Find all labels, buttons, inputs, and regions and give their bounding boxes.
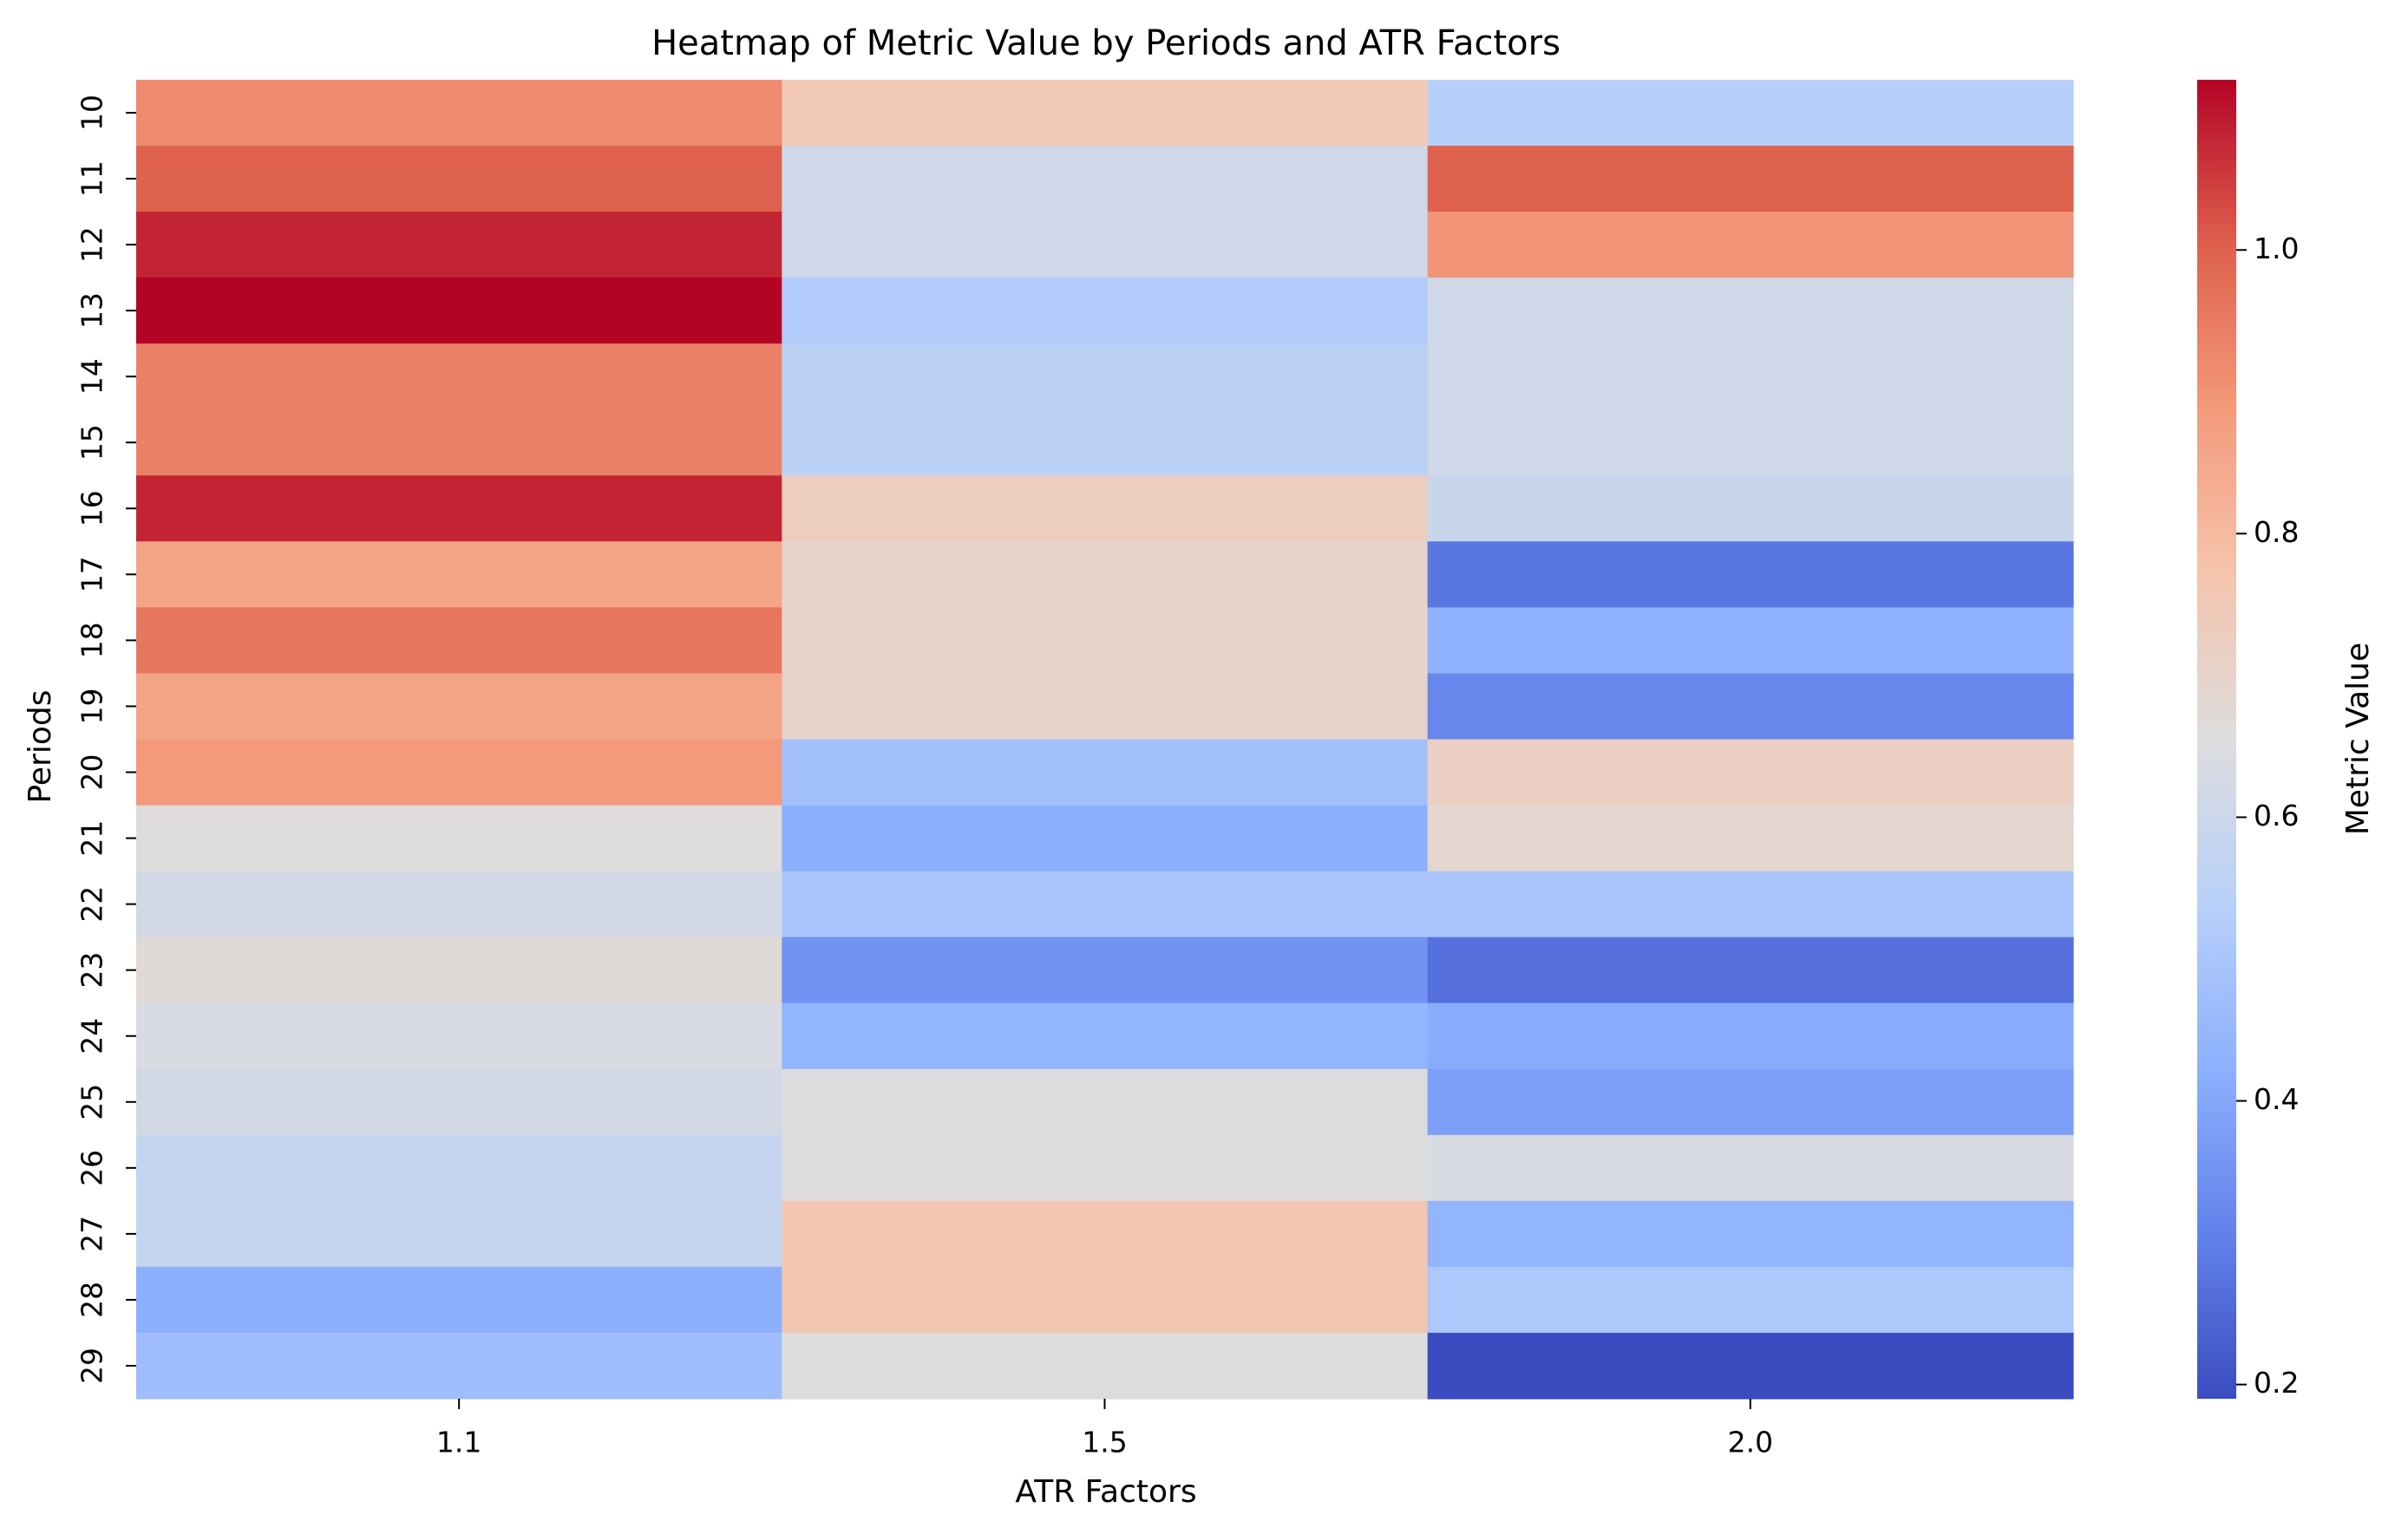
x-axis-ticks: 1.1 1.5 2.0 — [436, 1399, 1773, 1459]
heatmap-cell-p15-atr1.5 — [782, 409, 1429, 476]
heatmap-cell-p27-atr1.5 — [782, 1200, 1429, 1268]
y-tick-label: 24 — [75, 1018, 109, 1054]
colorbar-label: Metric Value — [2340, 643, 2376, 835]
heatmap-cell-p26-atr1.1 — [136, 1134, 782, 1202]
heatmap-cell-p13-atr2.0 — [1427, 277, 2074, 344]
colorbar-tick-label: 0.6 — [2254, 799, 2299, 832]
y-tick-label: 14 — [75, 358, 109, 395]
colorbar-ticks: 0.2 0.4 0.6 0.8 1.0 — [2236, 232, 2299, 1400]
heatmap-cell-p20-atr2.0 — [1427, 739, 2074, 806]
heatmap-cell-p22-atr2.0 — [1427, 871, 2074, 938]
heatmap-cell-p25-atr2.0 — [1427, 1068, 2074, 1136]
heatmap-cell-p26-atr2.0 — [1427, 1134, 2074, 1202]
y-axis-ticks: 10 11 12 13 14 15 16 17 18 19 20 21 22 23 24 25 26 27 28 29 — [75, 95, 136, 1384]
y-tick-label: 12 — [75, 226, 109, 263]
heatmap-cell-p21-atr1.1 — [136, 805, 782, 872]
y-tick-label: 19 — [75, 688, 109, 724]
y-axis-label: Periods — [23, 689, 58, 803]
x-axis-label: ATR Factors — [1015, 1474, 1196, 1510]
heatmap-cell-p12-atr1.5 — [782, 212, 1429, 278]
heatmap-cell-p21-atr1.5 — [782, 805, 1429, 872]
heatmap-cell-p26-atr1.5 — [782, 1134, 1429, 1202]
y-tick-label: 25 — [75, 1084, 109, 1120]
chart-title: Heatmap of Metric Value by Periods and A… — [651, 23, 1561, 63]
heatmap-cell-p20-atr1.1 — [136, 739, 782, 806]
y-tick-label: 11 — [75, 160, 109, 197]
heatmap-cell-p23-atr1.1 — [136, 937, 782, 1004]
heatmap-cell-p14-atr1.1 — [136, 343, 782, 410]
heatmap-cell-p27-atr1.1 — [136, 1200, 782, 1268]
heatmap-cell-p12-atr1.1 — [136, 212, 782, 278]
y-tick-label: 16 — [75, 490, 109, 526]
heatmap-cell-p24-atr1.5 — [782, 1002, 1429, 1070]
heatmap-cell-p29-atr1.5 — [782, 1332, 1429, 1400]
y-tick-label: 10 — [75, 95, 109, 131]
heatmap-cell-p19-atr1.1 — [136, 673, 782, 741]
x-tick-label: 1.1 — [436, 1426, 481, 1459]
heatmap-cell-p12-atr2.0 — [1427, 212, 2074, 278]
heatmap-cell-p16-atr1.5 — [782, 475, 1429, 542]
heatmap-cell-p17-atr1.5 — [782, 541, 1429, 608]
colorbar-tick-label: 0.8 — [2254, 515, 2299, 549]
heatmap-cell-p28-atr2.0 — [1427, 1266, 2074, 1334]
y-tick-label: 13 — [75, 292, 109, 329]
heatmap-cell-p10-atr1.5 — [782, 80, 1429, 147]
heatmap-cell-p22-atr1.1 — [136, 871, 782, 938]
heatmap-cell-p16-atr1.1 — [136, 475, 782, 542]
heatmap-cell-p19-atr2.0 — [1427, 673, 2074, 741]
y-tick-label: 26 — [75, 1150, 109, 1186]
heatmap-cell-p19-atr1.5 — [782, 673, 1429, 741]
heatmap-cell-p27-atr2.0 — [1427, 1200, 2074, 1268]
heatmap-cell-p10-atr1.1 — [136, 80, 782, 147]
heatmap-cell-p24-atr2.0 — [1427, 1002, 2074, 1070]
heatmap-cell-p14-atr1.5 — [782, 343, 1429, 410]
heatmap-cell-p18-atr1.1 — [136, 607, 782, 675]
y-tick-label: 18 — [75, 622, 109, 658]
y-tick-label: 15 — [75, 424, 109, 460]
heatmap-cell-p29-atr1.1 — [136, 1332, 782, 1400]
heatmap-cell-p23-atr1.5 — [782, 937, 1429, 1004]
heatmap-cell-p24-atr1.1 — [136, 1002, 782, 1070]
heatmap-cell-p23-atr2.0 — [1427, 937, 2074, 1004]
y-tick-label: 20 — [75, 754, 109, 791]
x-tick-label: 2.0 — [1728, 1426, 1773, 1459]
heatmap-cell-p18-atr1.5 — [782, 607, 1429, 675]
heatmap-cell-p13-atr1.5 — [782, 277, 1429, 344]
colorbar-tick-label: 1.0 — [2254, 232, 2299, 265]
colorbar-tick-label: 0.2 — [2254, 1366, 2299, 1400]
heatmap-cell-p11-atr1.5 — [782, 146, 1429, 212]
y-tick-label: 21 — [75, 820, 109, 857]
y-tick-label: 22 — [75, 886, 109, 923]
heatmap-cell-p13-atr1.1 — [136, 277, 782, 344]
heatmap-cell-p14-atr2.0 — [1427, 343, 2074, 410]
heatmap-cell-p17-atr1.1 — [136, 541, 782, 608]
heatmap-cell-p15-atr2.0 — [1427, 409, 2074, 476]
heatmap-cell-p15-atr1.1 — [136, 409, 782, 476]
heatmap-cell-p11-atr1.1 — [136, 146, 782, 212]
y-tick-label: 17 — [75, 556, 109, 592]
y-tick-label: 23 — [75, 952, 109, 989]
y-tick-label: 29 — [75, 1348, 109, 1384]
heatmap-cell-p20-atr1.5 — [782, 739, 1429, 806]
colorbar-tick-label: 0.4 — [2254, 1082, 2299, 1116]
y-tick-label: 28 — [75, 1282, 109, 1318]
heatmap-cell-p11-atr2.0 — [1427, 146, 2074, 212]
heatmap-cell-p29-atr2.0 — [1427, 1332, 2074, 1400]
colorbar — [2197, 80, 2236, 1399]
heatmap-cell-p25-atr1.5 — [782, 1068, 1429, 1136]
heatmap-cells — [136, 80, 2074, 1400]
y-tick-label: 27 — [75, 1216, 109, 1252]
heatmap-cell-p17-atr2.0 — [1427, 541, 2074, 608]
heatmap-cell-p16-atr2.0 — [1427, 475, 2074, 542]
heatmap-cell-p25-atr1.1 — [136, 1068, 782, 1136]
heatmap-cell-p10-atr2.0 — [1427, 80, 2074, 147]
heatmap-cell-p28-atr1.5 — [782, 1266, 1429, 1334]
heatmap-cell-p28-atr1.1 — [136, 1266, 782, 1334]
x-tick-label: 1.5 — [1082, 1426, 1127, 1459]
heatmap-cell-p18-atr2.0 — [1427, 607, 2074, 675]
heatmap-cell-p22-atr1.5 — [782, 871, 1429, 938]
heatmap-cell-p21-atr2.0 — [1427, 805, 2074, 872]
